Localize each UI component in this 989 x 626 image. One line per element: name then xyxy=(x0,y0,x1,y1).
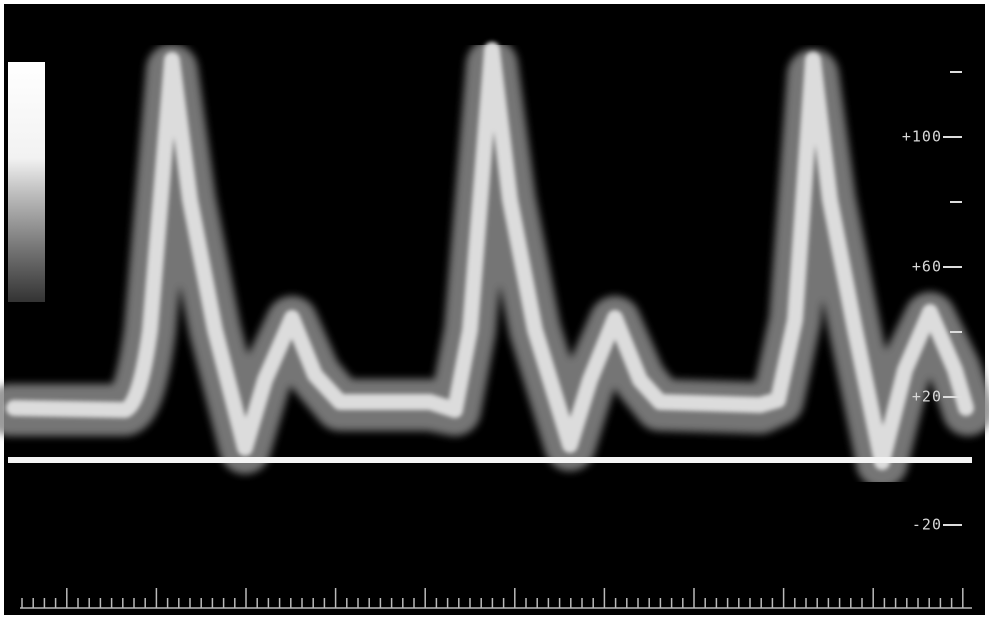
scale-label: +60 xyxy=(912,258,942,276)
scale-label: +20 xyxy=(912,388,942,406)
spectral-waveform xyxy=(0,39,989,488)
scale-label: +100 xyxy=(902,128,942,146)
gray-scale-bar xyxy=(8,62,45,302)
baseline xyxy=(8,457,972,463)
time-ruler xyxy=(20,588,972,609)
waveform-core xyxy=(6,42,974,470)
scale-label: -20 xyxy=(912,516,942,534)
velocity-scale: +100 +60 +20 -20 xyxy=(902,71,962,534)
